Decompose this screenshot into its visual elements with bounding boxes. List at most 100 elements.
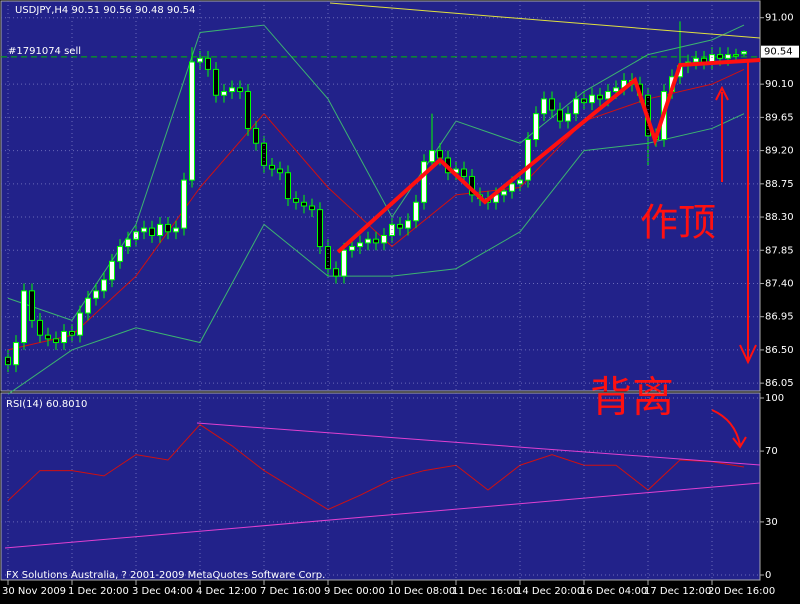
x-tick-label: 30 Nov 2009 [2, 586, 66, 597]
candle-body [509, 183, 515, 192]
candle-body [733, 54, 739, 57]
candle-body [597, 94, 603, 100]
candle-body [437, 150, 443, 159]
rsi-title: RSI(14) 60.8010 [6, 399, 87, 410]
candle-body [573, 98, 579, 115]
candle-body [501, 190, 507, 196]
candle-body [61, 330, 67, 344]
handwritten-note: 作顶 [640, 201, 716, 245]
y-tick-label: 100 [765, 393, 784, 404]
candle-body [277, 168, 283, 174]
candle-body [365, 238, 371, 244]
candle-body [117, 246, 123, 262]
candle-body [197, 57, 203, 63]
candle-body [725, 54, 731, 59]
hand-drawn-zigzag [336, 58, 761, 254]
candle-body [13, 342, 19, 366]
trend-line [329, 2, 761, 39]
y-tick-label: 86.50 [765, 345, 794, 356]
x-tick-label: 17 Dec 12:00 [644, 586, 711, 597]
price-tag [761, 45, 799, 58]
candle-body [261, 142, 267, 166]
candle-body [293, 198, 299, 203]
candle-body [245, 91, 251, 129]
candle-body [461, 168, 467, 177]
x-tick-label: 11 Dec 16:00 [452, 586, 519, 597]
candle-body [549, 98, 555, 111]
y-tick-label: 0 [765, 570, 771, 581]
candle-body [229, 87, 235, 93]
candle-body [349, 246, 355, 251]
candle-body [53, 338, 59, 344]
order-label: #1791074 sell [8, 46, 81, 57]
candle-body [421, 161, 427, 203]
candle-body [101, 279, 107, 292]
y-tick-label: 86.05 [765, 378, 794, 389]
candle-body [317, 209, 323, 248]
x-tick-label: 10 Dec 08:00 [388, 586, 455, 597]
y-tick-label: 87.40 [765, 278, 794, 289]
footer: FX Solutions Australia, ? 2001-2009 Meta… [6, 570, 325, 581]
candle-body [525, 139, 531, 181]
candle-body [717, 54, 723, 59]
candle-body [85, 297, 91, 314]
y-tick-label: 30 [765, 517, 778, 528]
candle-body [149, 227, 155, 236]
candle-body [605, 91, 611, 100]
candle-body [589, 94, 595, 104]
y-tick-label: 88.75 [765, 179, 794, 190]
candle-body [181, 179, 187, 229]
x-tick-label: 20 Dec 16:00 [708, 586, 775, 597]
y-tick-label: 89.20 [765, 146, 794, 157]
y-tick-label: 90.10 [765, 79, 794, 90]
y-tick-label: 86.95 [765, 312, 794, 323]
candle-body [125, 238, 131, 248]
hand-drawn-arrow [715, 85, 729, 182]
candle-body [565, 113, 571, 122]
rsi-trend-line [196, 422, 761, 466]
candle-body [557, 109, 563, 122]
candle-body [301, 201, 307, 207]
candle-body [221, 91, 227, 96]
y-tick-label: 89.65 [765, 112, 794, 123]
candle-body [21, 290, 27, 344]
candle-body [189, 61, 195, 181]
candle-body [333, 268, 339, 277]
candle-body [5, 356, 11, 366]
candle-body [213, 68, 219, 96]
x-tick-label: 1 Dec 20:00 [68, 586, 129, 597]
candle-body [413, 201, 419, 222]
candle-body [253, 127, 259, 144]
y-tick-label: 91.00 [765, 13, 794, 24]
candle-body [613, 87, 619, 93]
candle-body [581, 98, 587, 104]
candle-body [741, 51, 747, 55]
candle-body [133, 231, 139, 240]
x-tick-label: 7 Dec 16:00 [260, 586, 321, 597]
hand-drawn-arrow [711, 409, 747, 449]
candle-body [381, 234, 387, 244]
candle-body [285, 172, 291, 200]
candle-body [357, 242, 363, 248]
candle-body [309, 205, 315, 211]
candle-body [165, 223, 171, 233]
candle-body [173, 227, 179, 233]
handwritten-note: 背离 [590, 373, 674, 422]
y-tick-label: 70 [765, 446, 778, 457]
candle-body [205, 57, 211, 70]
candle-body [397, 223, 403, 229]
line-series [7, 423, 745, 511]
candle-body [341, 249, 347, 277]
chart-title: USDJPY,H4 90.51 90.56 90.48 90.54 [15, 5, 196, 16]
candle-body [429, 150, 435, 163]
hand-drawn-arrow [739, 62, 757, 365]
candle-body [269, 164, 275, 170]
candle-body [29, 290, 35, 321]
candle-body [93, 290, 99, 299]
price-tag-label: 90.54 [764, 47, 793, 58]
y-tick-label: 87.85 [765, 245, 794, 256]
candle-body [373, 238, 379, 244]
x-tick-label: 9 Dec 00:00 [324, 586, 385, 597]
